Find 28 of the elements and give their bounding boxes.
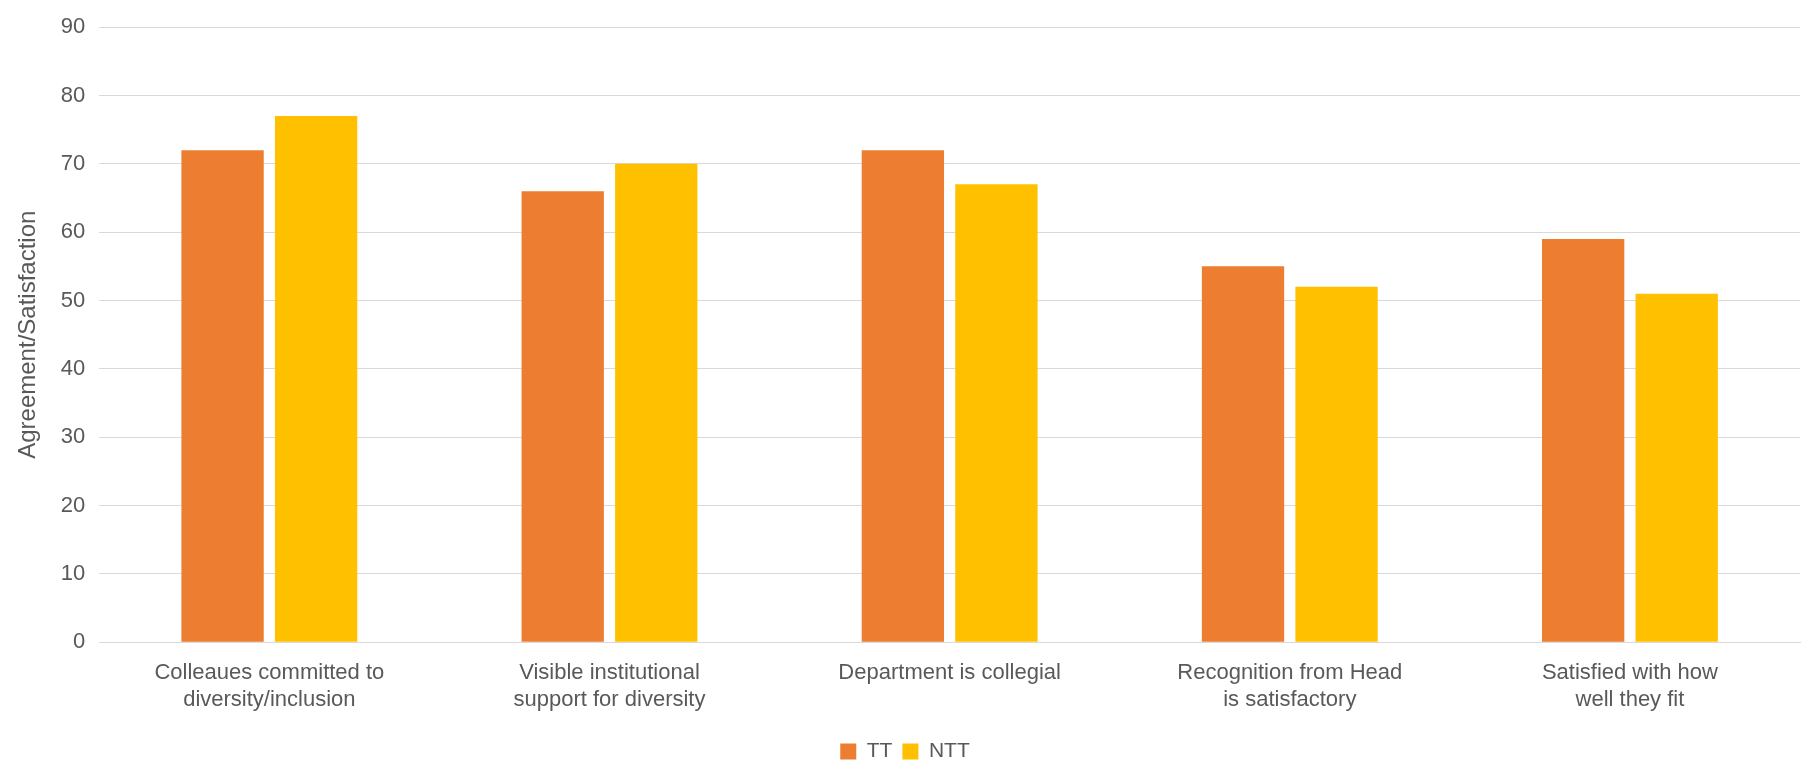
y-tick-label: 30 bbox=[60, 423, 86, 449]
bar bbox=[955, 184, 1038, 642]
x-tick-label: Colleaues committed to diversity/inclusion bbox=[154, 659, 385, 711]
x-tick-label: Satisfied with how well they fit bbox=[1541, 659, 1719, 711]
x-tick-label: Department is collegial bbox=[838, 659, 1061, 685]
y-tick-label: 70 bbox=[60, 149, 86, 175]
legend-label: TT bbox=[866, 738, 893, 762]
bar bbox=[861, 150, 945, 642]
bar bbox=[181, 150, 264, 642]
y-axis-title: Agreement/Satisfaction bbox=[13, 210, 41, 459]
bar bbox=[615, 163, 698, 642]
y-tick-label: 0 bbox=[73, 628, 86, 654]
y-tick-label: 50 bbox=[60, 286, 86, 312]
x-tick-label: Visible institutional support for diversity bbox=[513, 659, 706, 711]
y-tick-label: 80 bbox=[60, 81, 86, 107]
bar bbox=[1542, 239, 1625, 642]
y-tick-label: 60 bbox=[60, 218, 86, 244]
bar bbox=[1635, 293, 1718, 642]
bar bbox=[1201, 266, 1285, 642]
y-tick-label: 40 bbox=[60, 354, 86, 380]
y-tick-label: 90 bbox=[60, 13, 86, 39]
y-tick-label: 20 bbox=[60, 491, 86, 517]
bar bbox=[274, 116, 358, 642]
x-tick-label: Recognition from Head is satisfactory bbox=[1177, 659, 1403, 711]
bar bbox=[1295, 286, 1378, 642]
y-tick-label: 10 bbox=[60, 559, 86, 585]
bar bbox=[521, 191, 604, 642]
legend-label: NTT bbox=[928, 738, 970, 762]
